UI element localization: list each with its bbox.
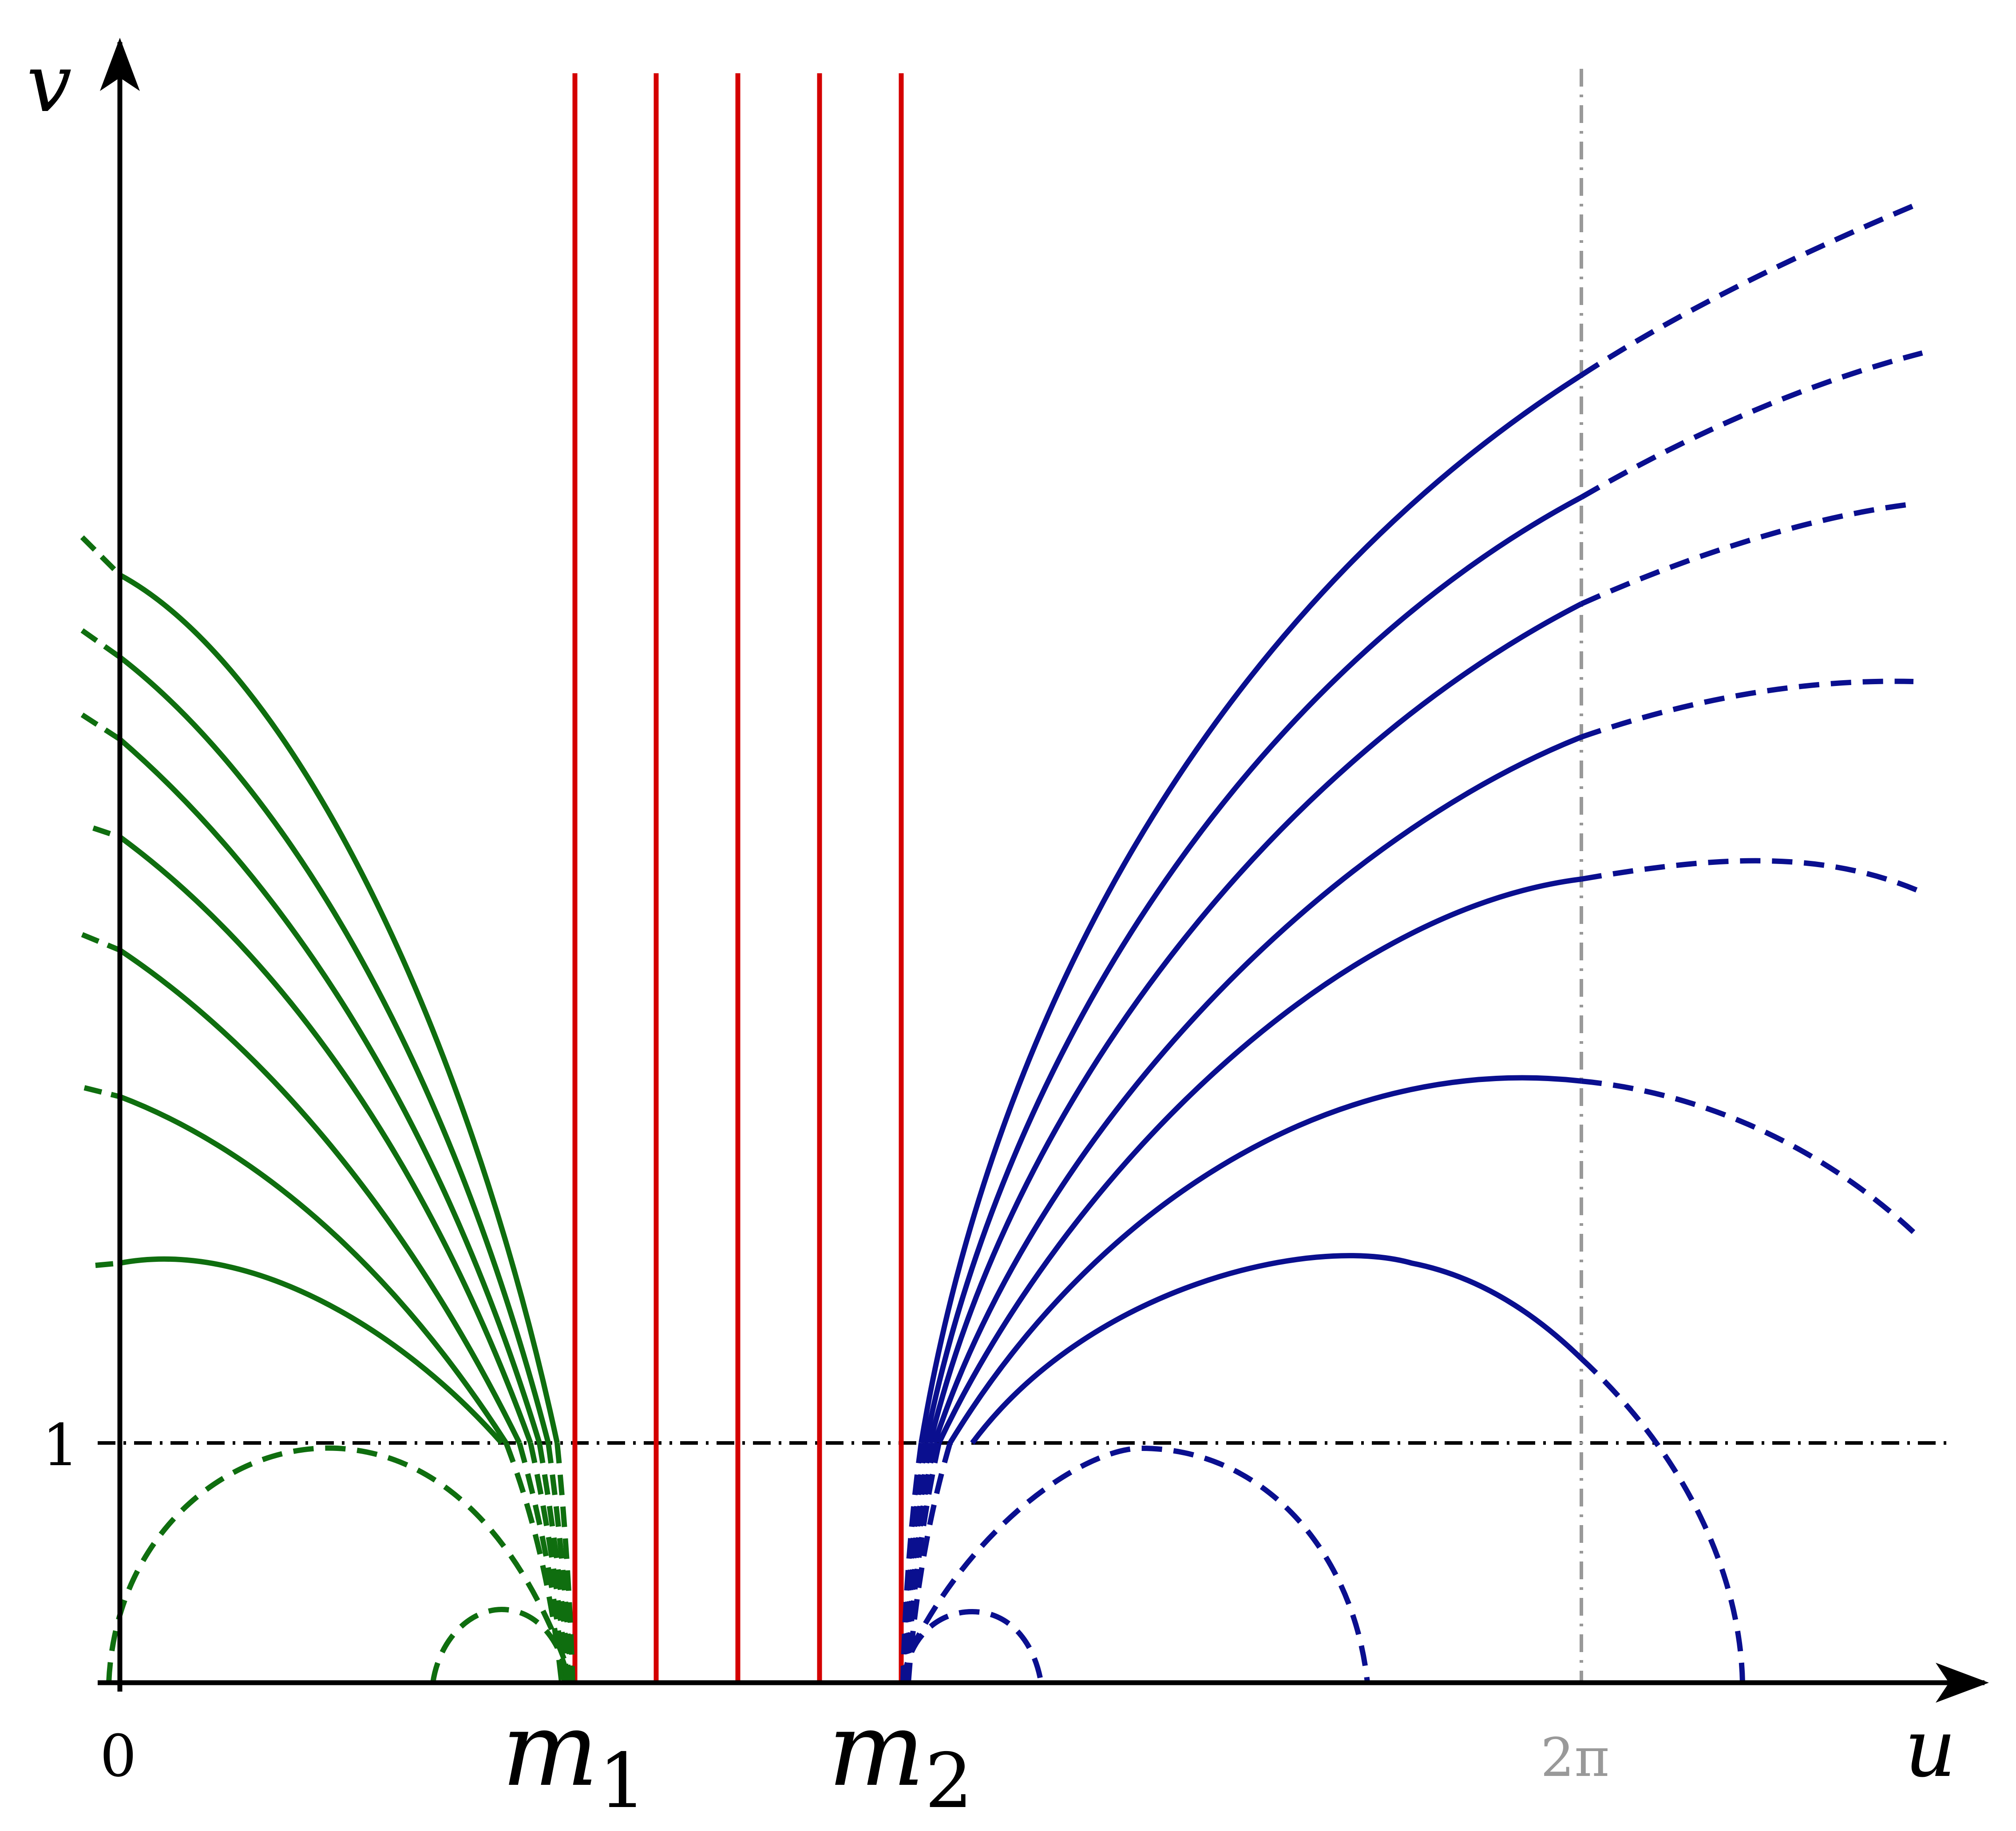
- blue-curve-4: [932, 734, 1583, 1444]
- green-curve-6: [119, 1094, 509, 1445]
- green-stub-4: [92, 825, 121, 840]
- green-stub-7: [95, 1260, 120, 1268]
- u-axis-label: u: [1905, 1702, 1956, 1795]
- green-curves: [80, 535, 575, 1684]
- m1-label: m1: [502, 1691, 646, 1825]
- green-curve-5: [118, 948, 522, 1444]
- green-dash-4: [528, 1442, 570, 1683]
- blue-curves: [900, 199, 1924, 1683]
- blue-ext-5: [1580, 858, 1924, 895]
- blue-curve-6: [947, 1075, 1582, 1445]
- green-small-dashed-arc: [430, 1606, 571, 1683]
- blue-ext-7: [1579, 1356, 1745, 1683]
- green-stub-1: [80, 535, 122, 577]
- two-pi-label: 2π: [1541, 1727, 1609, 1789]
- blue-ext-1: [1580, 199, 1924, 378]
- u-axis-arrow: [1936, 1663, 1989, 1703]
- green-stub-3: [80, 712, 122, 742]
- green-curve-7: [119, 1256, 504, 1445]
- v-axis-arrow: [100, 38, 140, 91]
- green-stub-6: [83, 1085, 121, 1099]
- green-curve-3: [118, 737, 542, 1444]
- green-curve-4: [118, 835, 533, 1444]
- blue-curve-5: [936, 876, 1582, 1444]
- origin-label: 0: [100, 1722, 137, 1790]
- blue-small-dashed-arc: [901, 1609, 1044, 1683]
- blue-ext-3: [1580, 501, 1914, 606]
- v-axis-label: v: [27, 37, 72, 130]
- green-curve-1: [119, 572, 560, 1444]
- red-lines: [572, 73, 904, 1683]
- blue-ext-6: [1581, 1078, 1916, 1234]
- m2-label: m2: [828, 1691, 973, 1825]
- v-one-label: 1: [42, 1411, 79, 1479]
- blue-big-dashed-arc: [907, 1445, 1370, 1683]
- blue-ext-2: [1580, 350, 1923, 500]
- blue-curve-3: [927, 601, 1583, 1444]
- green-stub-2: [80, 628, 122, 659]
- blue-ext-4: [1580, 678, 1914, 740]
- blue-curve-2: [923, 495, 1583, 1444]
- green-curve-2: [118, 655, 551, 1444]
- blue-curve-1: [919, 373, 1583, 1443]
- green-big-dashed-arc: [106, 1445, 575, 1684]
- blue-curve-7: [970, 1253, 1584, 1445]
- green-stub-5: [81, 932, 121, 953]
